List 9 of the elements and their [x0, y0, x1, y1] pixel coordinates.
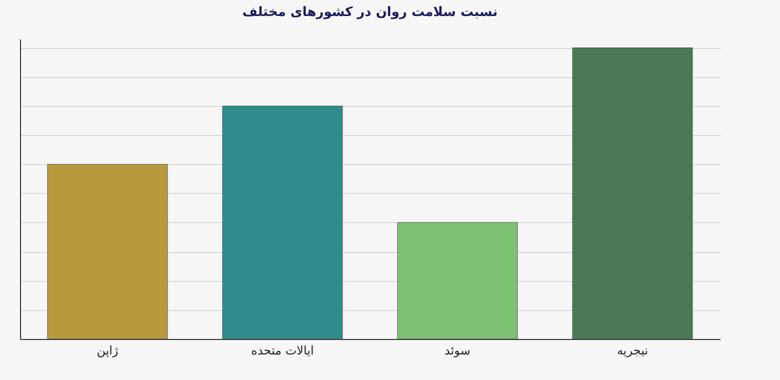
bar — [397, 222, 518, 340]
bar — [572, 47, 693, 340]
x-tick-label: نیجریه — [616, 344, 648, 358]
bar — [222, 106, 343, 340]
chart-title: نسبت سلامت روان در کشورهای مختلف — [242, 5, 498, 20]
x-tick-label: ایالات متحده — [251, 344, 314, 358]
x-tick-label: ژاپن — [96, 344, 119, 358]
bar — [47, 164, 168, 340]
x-tick-label: سوئد — [444, 344, 470, 358]
